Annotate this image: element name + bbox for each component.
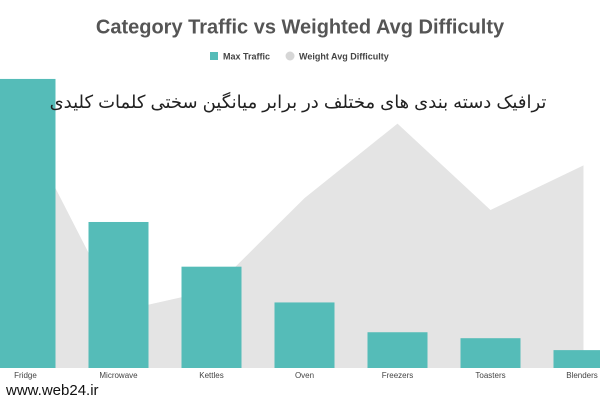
legend-swatch: [210, 52, 218, 60]
bar: [553, 350, 600, 368]
x-tick-label: Kettles: [199, 371, 223, 380]
area: [25, 123, 584, 368]
chart-title: Category Traffic vs Weighted Avg Difficu…: [96, 16, 505, 38]
x-tick-label: Freezers: [382, 371, 414, 380]
legend-item: Weight Avg Difficulty: [285, 51, 389, 61]
legend-swatch: [285, 51, 295, 61]
bar: [181, 266, 242, 368]
plot-area: Fridge Microwave Kettles Oven Freezers Toaste…: [0, 78, 600, 380]
bar: [88, 221, 149, 368]
watermark: www.web24.ir: [5, 382, 99, 399]
bar: [460, 338, 521, 368]
x-tick-label: Oven: [295, 371, 314, 380]
overlay-caption: ترافیک دسته بندی های مختلف در برابر میان…: [50, 91, 547, 113]
x-tick-label: Microwave: [99, 371, 138, 380]
bar: [367, 332, 428, 368]
bar: [274, 302, 335, 368]
legend-label: Max Traffic: [223, 51, 270, 61]
x-tick-label: Fridge: [14, 371, 37, 380]
bar: [0, 78, 56, 368]
x-tick-label: Toasters: [475, 371, 505, 380]
legend-item: Max Traffic: [210, 51, 270, 61]
x-tick-label: Blenders: [566, 371, 598, 380]
legend-label: Weight Avg Difficulty: [299, 51, 389, 61]
